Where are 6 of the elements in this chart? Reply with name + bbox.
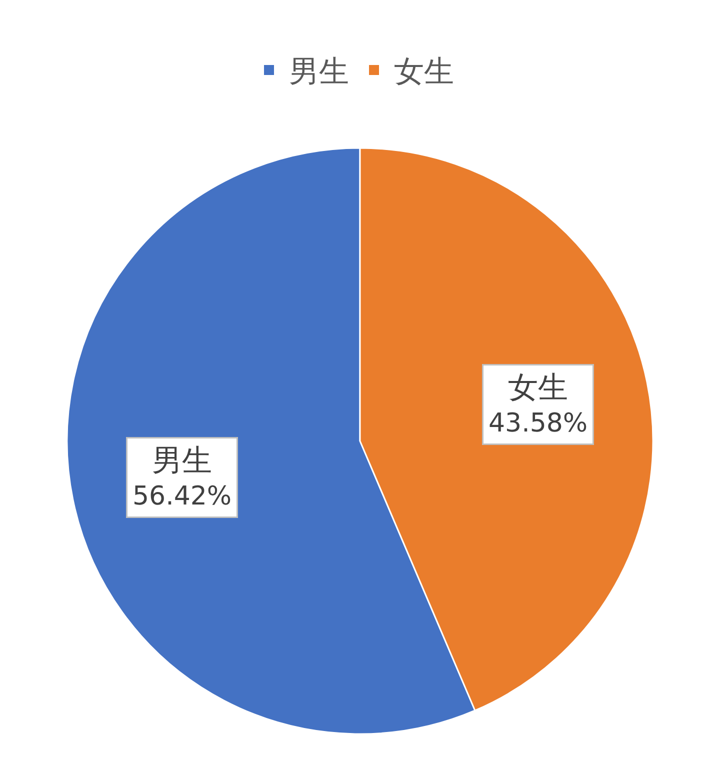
- slice-label: 男生: [152, 444, 212, 478]
- legend-label: 男生: [289, 54, 349, 90]
- data-label: 56.42%: [132, 481, 232, 512]
- slice-label: 女生: [508, 370, 568, 406]
- legend-label: 女生: [394, 54, 454, 90]
- data-label: 43.58%: [488, 408, 588, 438]
